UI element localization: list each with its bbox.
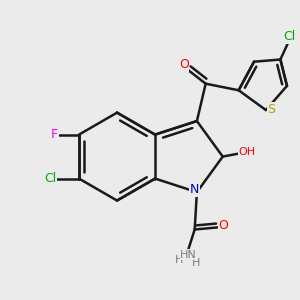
Text: N: N — [190, 183, 200, 196]
Text: H: H — [191, 258, 200, 268]
Text: Cl: Cl — [283, 30, 295, 43]
Text: S: S — [267, 103, 275, 116]
Text: O: O — [218, 219, 228, 232]
Text: O: O — [179, 58, 189, 71]
Text: Cl: Cl — [44, 172, 56, 185]
Text: OH: OH — [238, 147, 256, 157]
Text: HN: HN — [180, 250, 197, 260]
Text: H: H — [175, 255, 184, 265]
Text: F: F — [51, 128, 58, 141]
